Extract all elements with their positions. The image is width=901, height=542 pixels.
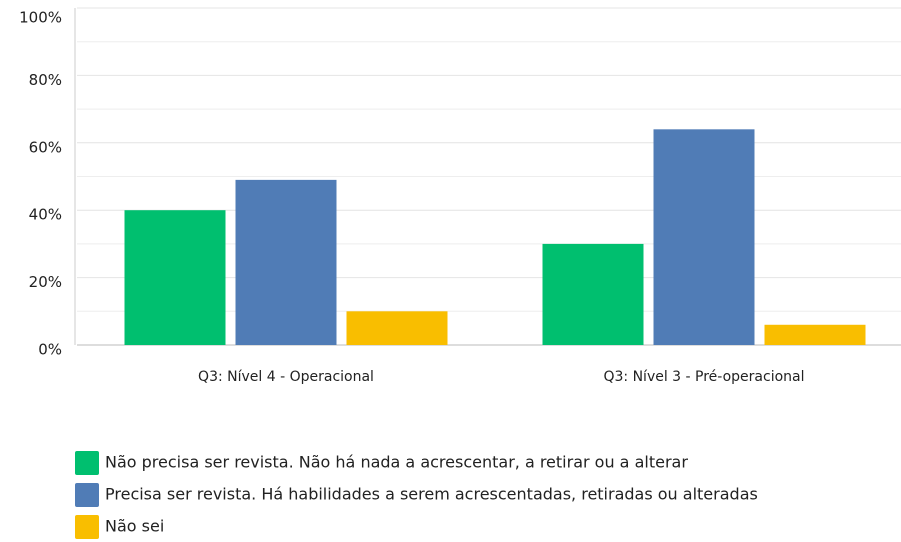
bar (764, 324, 866, 345)
x-tick-label: Q3: Nível 4 - Operacional (198, 369, 374, 385)
bar (542, 243, 644, 345)
bar (124, 210, 226, 345)
y-tick-label: 80% (29, 71, 62, 89)
legend-swatch (75, 515, 99, 539)
y-tick-label: 100% (19, 9, 62, 27)
x-tick-label: Q3: Nível 3 - Pré-operacional (603, 369, 804, 385)
legend-label: Precisa ser revista. Há habilidades a se… (105, 485, 758, 504)
bar (653, 129, 755, 345)
bar (346, 311, 448, 345)
y-tick-label: 40% (29, 206, 62, 224)
y-tick-label: 20% (29, 273, 62, 291)
legend-label: Não sei (105, 517, 164, 536)
legend-swatch (75, 483, 99, 507)
legend-swatch (75, 451, 99, 475)
legend-label: Não precisa ser revista. Não há nada a a… (105, 453, 688, 472)
y-tick-label: 60% (29, 138, 62, 156)
y-tick-label: 0% (38, 341, 62, 359)
bar (235, 179, 337, 345)
